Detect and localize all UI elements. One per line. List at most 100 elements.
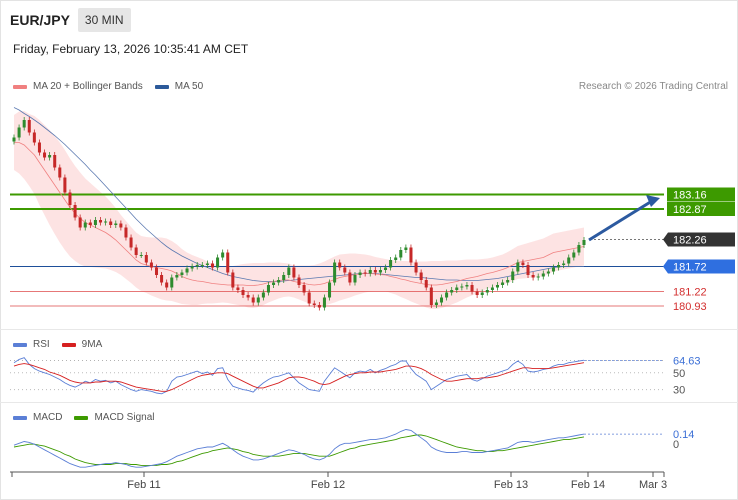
candle-body xyxy=(58,167,62,178)
candle-body xyxy=(144,255,148,263)
candle-body xyxy=(536,276,540,278)
timestamp: Friday, February 13, 2026 10:35:41 AM CE… xyxy=(13,42,249,56)
candle-body xyxy=(419,272,423,280)
candle-body xyxy=(236,287,240,290)
candle-body xyxy=(83,222,87,228)
candle-body xyxy=(582,240,586,245)
candle-body xyxy=(501,282,505,285)
candle-body xyxy=(546,271,550,274)
bollinger-band xyxy=(14,111,584,309)
legend-macd-label: MACD xyxy=(33,412,63,423)
rsi-legend: RSI 9MA xyxy=(13,339,102,350)
candle-body xyxy=(302,285,306,293)
candle-body xyxy=(114,223,118,225)
candle-body xyxy=(363,272,367,274)
rsi-ma-swatch-icon xyxy=(61,342,76,347)
rsi-swatch-icon xyxy=(13,342,27,347)
candle-body xyxy=(521,262,525,265)
symbol-title: EUR/JPY xyxy=(10,12,70,28)
candle-body xyxy=(139,255,143,256)
candle-body xyxy=(445,292,449,298)
candle-body xyxy=(455,287,459,290)
legend-ma20-label: MA 20 + Bollinger Bands xyxy=(33,81,143,92)
x-axis-label: Feb 12 xyxy=(311,479,345,491)
candle-body xyxy=(17,127,21,138)
candle-body xyxy=(404,247,408,250)
candle-body xyxy=(328,282,332,298)
candle-body xyxy=(450,290,454,293)
chart-header: EUR/JPY 30 MIN xyxy=(10,8,131,32)
macd-signal-swatch-icon xyxy=(74,415,89,420)
candle-body xyxy=(241,290,245,295)
candle-body xyxy=(282,275,286,280)
legend-rsi-label: RSI xyxy=(33,339,50,350)
pivot-tag xyxy=(663,259,735,274)
candle-body xyxy=(348,272,352,283)
candle-body xyxy=(266,285,270,293)
candle-body xyxy=(226,252,230,273)
copyright: Research © 2026 Trading Central xyxy=(578,81,728,92)
candle-body xyxy=(210,263,214,268)
rsi-level-30-label: 30 xyxy=(673,385,685,397)
candle-body xyxy=(63,177,67,193)
current-price-tag xyxy=(663,232,735,247)
forecast-arrowhead-icon xyxy=(646,195,660,207)
candle-body xyxy=(378,270,382,273)
resistance-tag xyxy=(667,187,735,202)
x-axis-label: Feb 14 xyxy=(571,479,605,491)
candle-body xyxy=(307,292,311,304)
resistance-tag xyxy=(667,202,735,216)
candle-body xyxy=(246,295,250,298)
forecast-arrow-shaft xyxy=(588,199,653,242)
candle-body xyxy=(577,245,581,253)
candle-body xyxy=(165,282,169,288)
candle-body xyxy=(124,227,128,238)
rsi-line xyxy=(13,357,585,395)
pivot-tag-label: 181.72 xyxy=(673,262,707,274)
price-legend: MA 20 + Bollinger Bands MA 50 xyxy=(13,81,203,92)
candles xyxy=(12,117,586,311)
legend-rsi: RSI xyxy=(13,339,50,350)
candle-body xyxy=(490,287,494,290)
candle-body xyxy=(32,132,36,143)
resistance-tag-label: 183.16 xyxy=(673,190,707,202)
candle-body xyxy=(414,262,418,273)
candle-body xyxy=(73,205,77,218)
candle-body xyxy=(22,120,26,128)
candle-body xyxy=(129,237,133,248)
rsi-value-label: 64.63 xyxy=(673,356,701,368)
timeframe-badge[interactable]: 30 MIN xyxy=(77,8,131,32)
candle-body xyxy=(231,272,235,288)
candle-body xyxy=(460,286,464,288)
candle-body xyxy=(272,282,276,285)
candle-body xyxy=(368,270,372,274)
candle-body xyxy=(322,297,326,308)
candle-body xyxy=(190,266,194,269)
candle-body xyxy=(170,277,174,288)
candle-body xyxy=(154,267,159,275)
x-axis-label: Feb 11 xyxy=(127,479,160,491)
rsi-divider xyxy=(0,329,738,330)
candle-body xyxy=(317,305,321,308)
candle-body xyxy=(526,265,530,275)
candle-body xyxy=(562,263,566,265)
candle-body xyxy=(195,265,199,267)
candle-body xyxy=(470,285,474,292)
candle-body xyxy=(109,221,113,225)
candle-body xyxy=(557,265,561,268)
legend-ma50: MA 50 xyxy=(154,81,203,92)
candle-body xyxy=(53,155,57,168)
candle-body xyxy=(277,280,281,283)
candle-body xyxy=(256,297,260,303)
candle-body xyxy=(358,272,362,275)
candle-body xyxy=(409,247,413,263)
candle-body xyxy=(292,267,296,278)
candle-body xyxy=(216,257,220,268)
candle-body xyxy=(429,287,433,305)
candle-body xyxy=(251,297,255,303)
candle-body xyxy=(495,285,499,288)
candle-body xyxy=(373,270,377,273)
candle-body xyxy=(572,252,576,258)
candle-body xyxy=(384,267,388,270)
